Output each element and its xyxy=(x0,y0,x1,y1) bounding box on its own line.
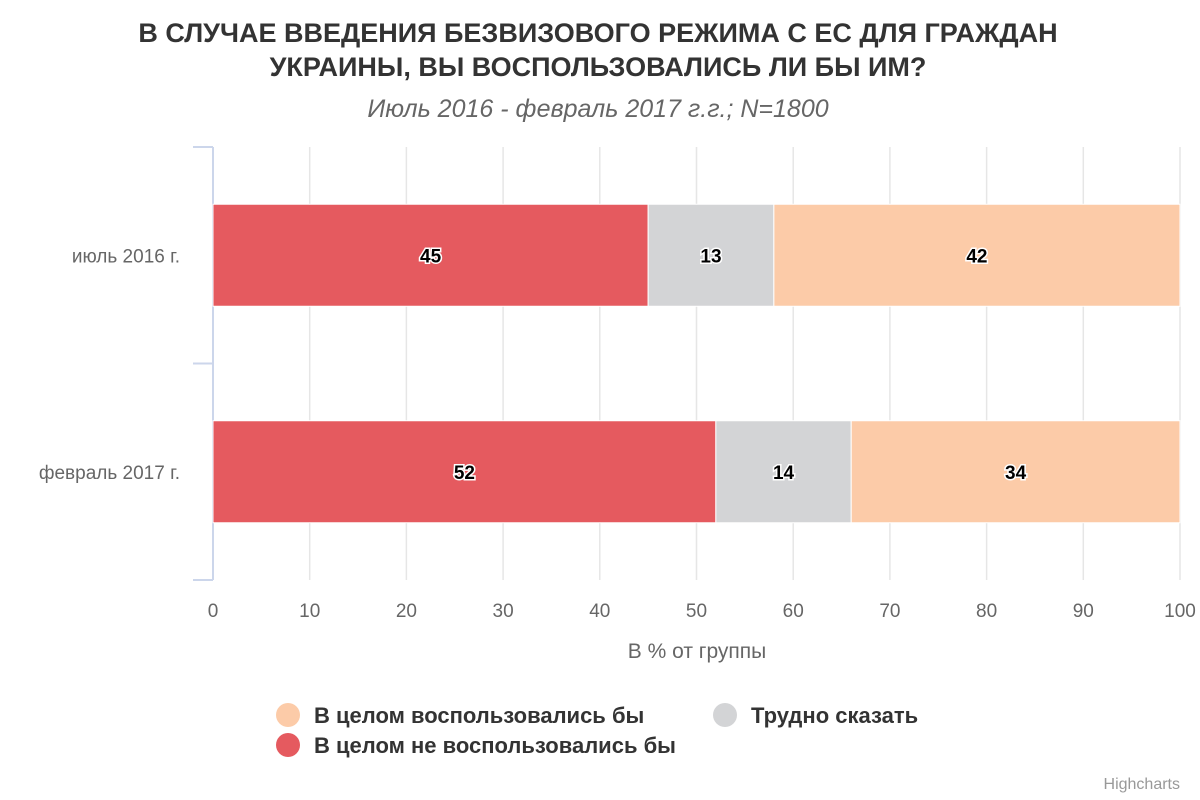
x-tick-label: 20 xyxy=(396,601,417,622)
chart-title-line-2: УКРАИНЫ, ВЫ ВОСПОЛЬЗОВАЛИСЬ ЛИ БЫ ИМ? xyxy=(270,52,927,82)
bar-segment[interactable] xyxy=(647,203,775,307)
x-tick-label: 50 xyxy=(686,601,707,622)
data-label: 14 xyxy=(773,463,795,484)
x-tick-label: 30 xyxy=(493,601,514,622)
x-tick-label: 70 xyxy=(879,601,900,622)
bar-segment[interactable] xyxy=(212,203,649,307)
x-tick-label: 10 xyxy=(299,601,320,622)
legend-item-label[interactable]: В целом не воспользовались бы xyxy=(314,733,676,758)
category-label: июль 2016 г. xyxy=(72,246,180,267)
chart-subtitle: Июль 2016 - февраль 2017 г.г.; N=1800 xyxy=(367,95,828,123)
bar-segment[interactable] xyxy=(212,420,717,524)
x-axis-tick-labels: 0 10 20 30 40 50 60 70 80 90 100 xyxy=(208,601,1196,622)
chart-title-line-1: В СЛУЧАЕ ВВЕДЕНИЯ БЕЗВИЗОВОГО РЕЖИМА С Е… xyxy=(138,18,1057,48)
data-labels: 45 13 42 52 14 34 xyxy=(419,245,1029,486)
x-tick-label: 80 xyxy=(976,601,997,622)
legend-marker[interactable] xyxy=(276,733,300,757)
data-label: 42 xyxy=(966,246,987,267)
data-label: 52 xyxy=(454,463,475,484)
data-label: 34 xyxy=(1005,463,1027,484)
category-labels: июль 2016 г. февраль 2017 г. xyxy=(39,246,180,484)
bar-series xyxy=(212,203,1181,524)
data-label: 45 xyxy=(420,246,442,267)
x-tick-label: 40 xyxy=(589,601,610,622)
x-tick-label: 100 xyxy=(1164,601,1196,622)
x-axis-title: В % от группы xyxy=(628,640,766,663)
legend-item-label[interactable]: Трудно сказать xyxy=(751,703,918,728)
legend-item-label[interactable]: В целом воспользовались бы xyxy=(314,703,644,728)
bar-segment[interactable] xyxy=(773,203,1181,307)
x-tick-label: 60 xyxy=(783,601,804,622)
x-tick-label: 0 xyxy=(208,601,219,622)
legend-marker[interactable] xyxy=(713,703,737,727)
data-label: 13 xyxy=(700,246,721,267)
legend: В целом воспользовались бы Трудно сказать… xyxy=(276,703,918,758)
bar-segment[interactable] xyxy=(850,420,1181,524)
x-tick-label: 90 xyxy=(1073,601,1094,622)
category-label: февраль 2017 г. xyxy=(39,463,180,484)
legend-marker[interactable] xyxy=(276,703,300,727)
credits-text[interactable]: Highcharts xyxy=(1104,776,1180,793)
